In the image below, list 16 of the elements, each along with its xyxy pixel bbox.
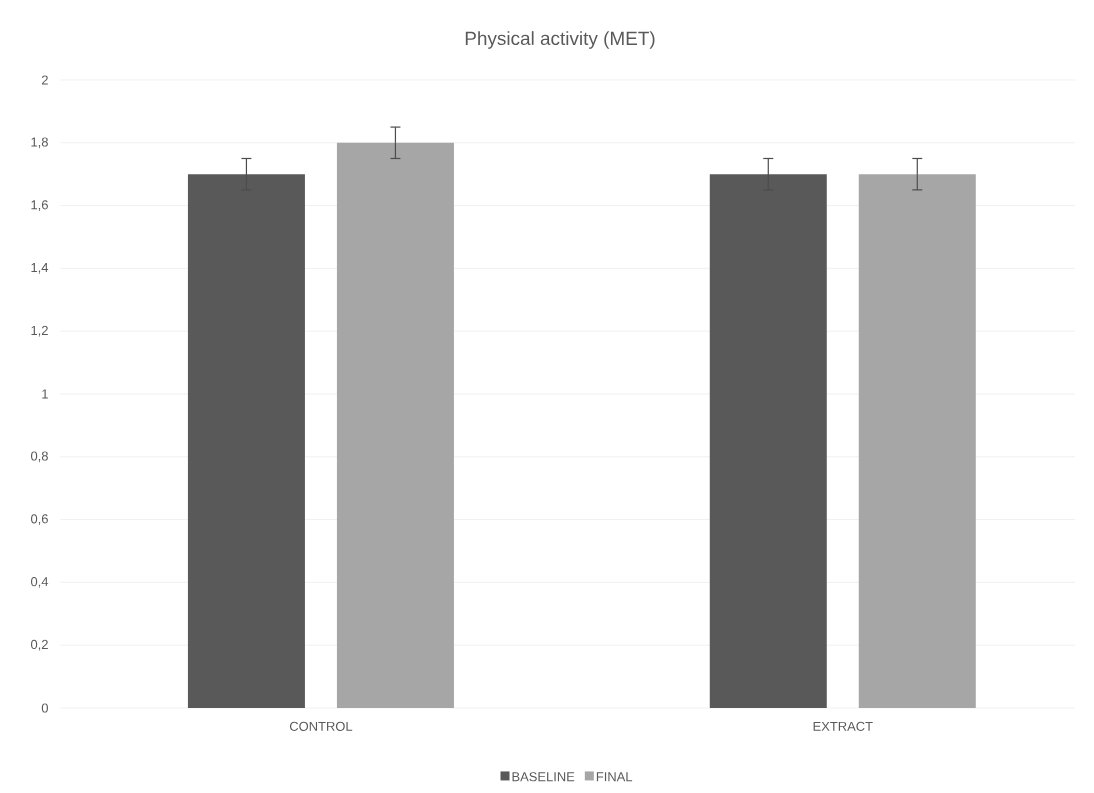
y-tick-label: 0 [41, 703, 48, 713]
y-tick-label: 1 [42, 389, 48, 399]
y-tick-label: 1,4 [31, 263, 49, 274]
y-tick-label: 0,4 [30, 577, 49, 588]
y-tick-label: 1,8 [31, 137, 48, 149]
y-tick-label: 1,2 [31, 325, 48, 337]
y-tick-label: 2 [41, 75, 48, 85]
x-tick-label: CONTROL [289, 721, 353, 731]
y-tick-label: 0,6 [30, 514, 48, 525]
legend-label: FINAL [596, 772, 633, 782]
x-tick-label: EXTRACT [813, 721, 873, 731]
y-tick-label: 0,2 [30, 639, 48, 651]
legend-label: BASELINE [512, 772, 575, 782]
chart-title: Physical activity (MET) [465, 31, 655, 49]
y-tick-label: 0,8 [30, 451, 48, 463]
y-tick-label: 1,6 [31, 200, 48, 211]
